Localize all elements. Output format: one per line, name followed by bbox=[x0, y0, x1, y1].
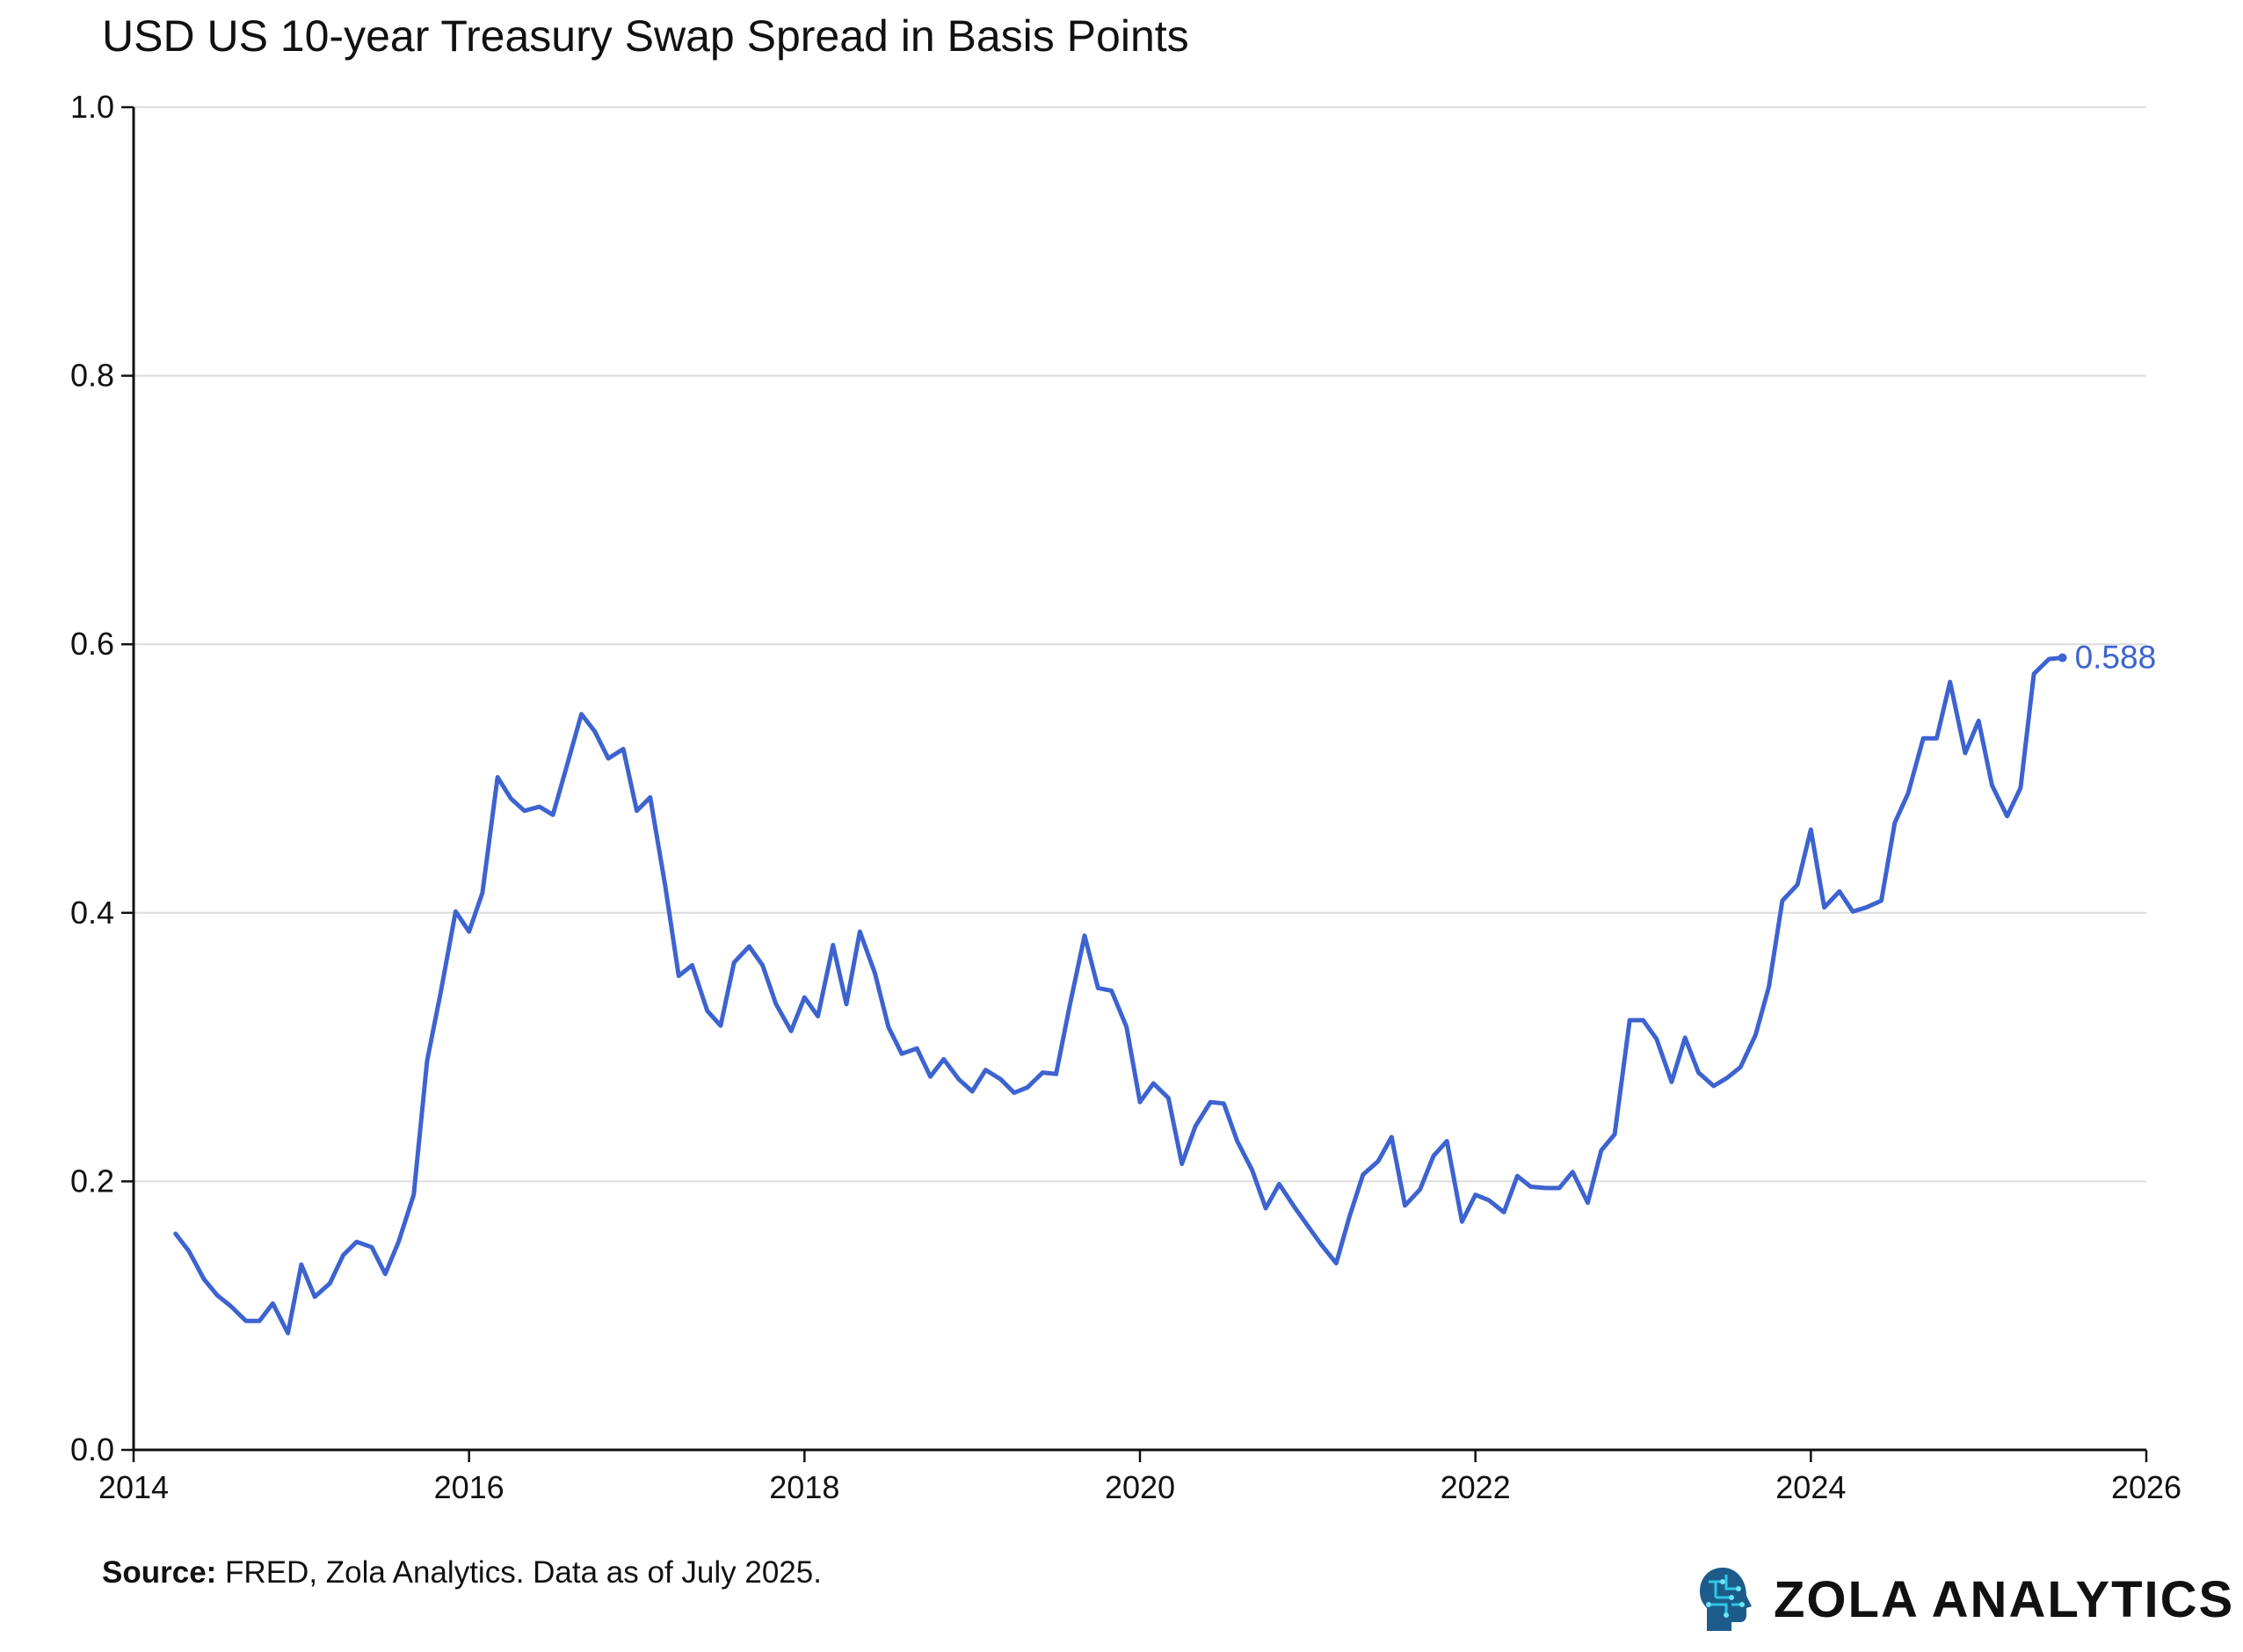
x-tick-label: 2022 bbox=[1441, 1469, 1511, 1505]
x-tick-label: 2014 bbox=[98, 1469, 169, 1505]
x-tick-label: 2026 bbox=[2111, 1469, 2181, 1505]
y-tick-label: 0.4 bbox=[70, 895, 114, 931]
brand-name: ZOLA ANALYTICS bbox=[1774, 1570, 2235, 1628]
x-tick-label: 2024 bbox=[1775, 1469, 1846, 1505]
axes bbox=[121, 105, 2148, 1462]
source-note: Source: FRED, Zola Analytics. Data as of… bbox=[102, 1555, 822, 1590]
brand-logo: ZOLA ANALYTICS bbox=[1696, 1555, 2234, 1643]
y-tick-label: 0.8 bbox=[70, 358, 114, 394]
y-tick-label: 0.2 bbox=[70, 1163, 114, 1199]
y-tick-label: 0.6 bbox=[70, 626, 114, 662]
series-end-point bbox=[2058, 653, 2067, 663]
y-tick-label: 0.0 bbox=[70, 1431, 114, 1467]
chart-title: USD US 10-year Treasury Swap Spread in B… bbox=[102, 11, 1189, 61]
gridlines bbox=[134, 106, 2146, 1183]
source-label: Source: bbox=[102, 1555, 217, 1590]
tick-labels: 0.0 0.2 0.4 0.6 0.8 1.0 2014 2016 2018 2020 2022 20… bbox=[70, 89, 2181, 1505]
head-circuit-icon bbox=[1700, 1568, 1752, 1631]
series-line bbox=[173, 656, 2065, 1336]
x-tick-label: 2016 bbox=[434, 1469, 504, 1505]
series-end-label: 0.588 bbox=[2075, 639, 2157, 675]
y-tick-label: 1.0 bbox=[70, 89, 114, 125]
series-layer bbox=[173, 653, 2067, 1336]
x-tick-label: 2018 bbox=[769, 1469, 839, 1505]
source-text: FRED, Zola Analytics. Data as of July 20… bbox=[216, 1555, 822, 1590]
x-tick-label: 2020 bbox=[1105, 1469, 1175, 1505]
